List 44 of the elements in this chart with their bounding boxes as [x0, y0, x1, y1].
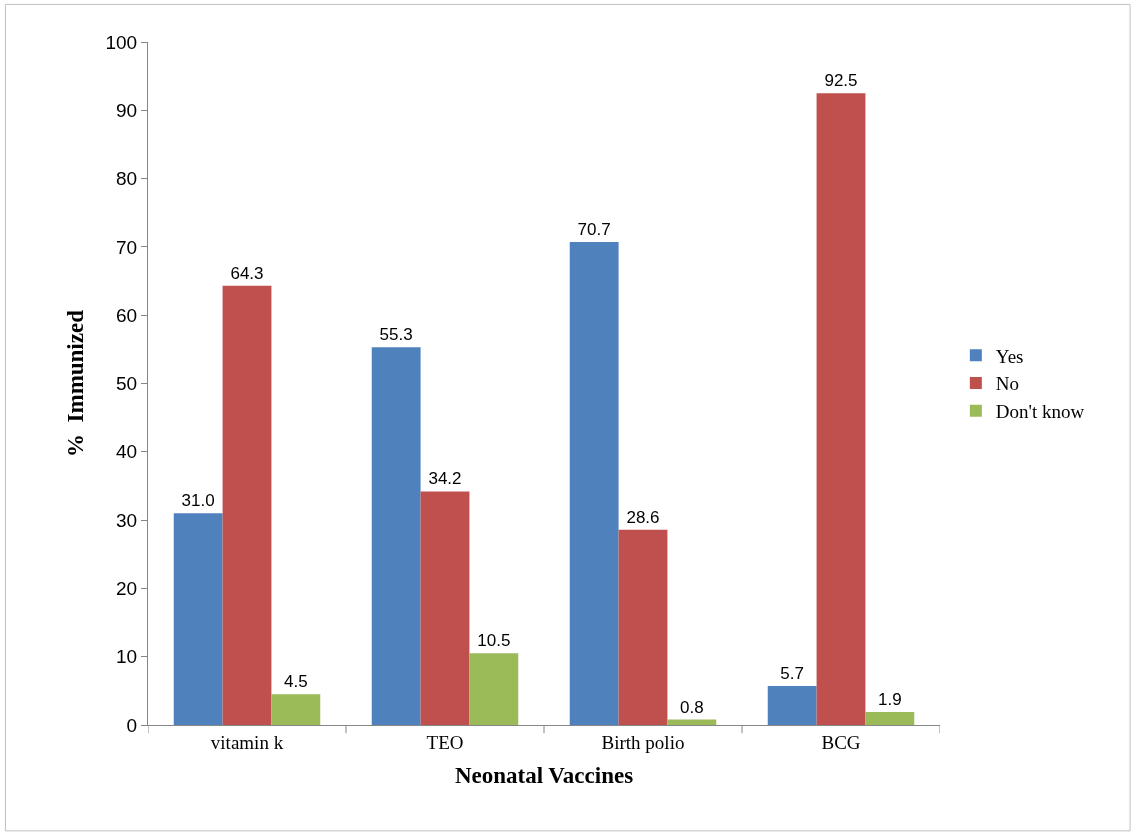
x-tick-label: vitamin k	[210, 731, 284, 753]
y-tick-label: 70	[116, 236, 138, 258]
y-tick-label: 80	[116, 168, 138, 190]
data-label: 4.5	[284, 672, 308, 692]
x-tick-label: BCG	[821, 731, 861, 753]
bar	[667, 719, 717, 725]
bar	[569, 242, 619, 725]
legend-label: Yes	[995, 345, 1024, 367]
bar	[371, 347, 421, 725]
bar	[271, 694, 321, 725]
y-tick-label: 20	[116, 578, 138, 600]
legend-label: No	[995, 373, 1020, 395]
bar	[469, 653, 519, 725]
legend-label: Don't know	[995, 401, 1085, 423]
bar	[173, 513, 223, 725]
y-tick-label: 40	[116, 441, 138, 463]
y-tick-label: 0	[126, 714, 138, 736]
y-tick-label: 30	[116, 509, 138, 531]
data-label: 70.7	[577, 220, 611, 240]
y-tick-label: 60	[116, 304, 138, 326]
bar	[767, 686, 817, 725]
y-tick-label: 50	[116, 373, 138, 395]
x-tick-label: Birth polio	[601, 731, 685, 753]
x-axis-title: Neonatal Vaccines	[454, 763, 634, 789]
y-tick-label: 100	[105, 31, 138, 53]
y-tick-label: 10	[116, 646, 138, 668]
y-axis-title: % Immunized	[62, 309, 88, 457]
data-label: 64.3	[230, 263, 264, 283]
bar	[816, 93, 866, 725]
bar	[222, 285, 272, 725]
data-label: 31.0	[181, 491, 215, 511]
data-label: 55.3	[379, 325, 413, 345]
data-label: 28.6	[626, 507, 660, 527]
data-label: 92.5	[824, 71, 858, 91]
data-label: 1.9	[878, 690, 902, 710]
y-tick-label: 90	[116, 99, 138, 121]
data-label: 34.2	[428, 469, 462, 489]
x-tick-label: TEO	[426, 731, 464, 753]
bar	[420, 491, 470, 725]
data-label: 0.8	[680, 697, 704, 717]
data-label: 5.7	[780, 664, 804, 684]
bar	[865, 712, 915, 725]
data-label: 10.5	[477, 631, 511, 651]
bar	[618, 529, 668, 725]
